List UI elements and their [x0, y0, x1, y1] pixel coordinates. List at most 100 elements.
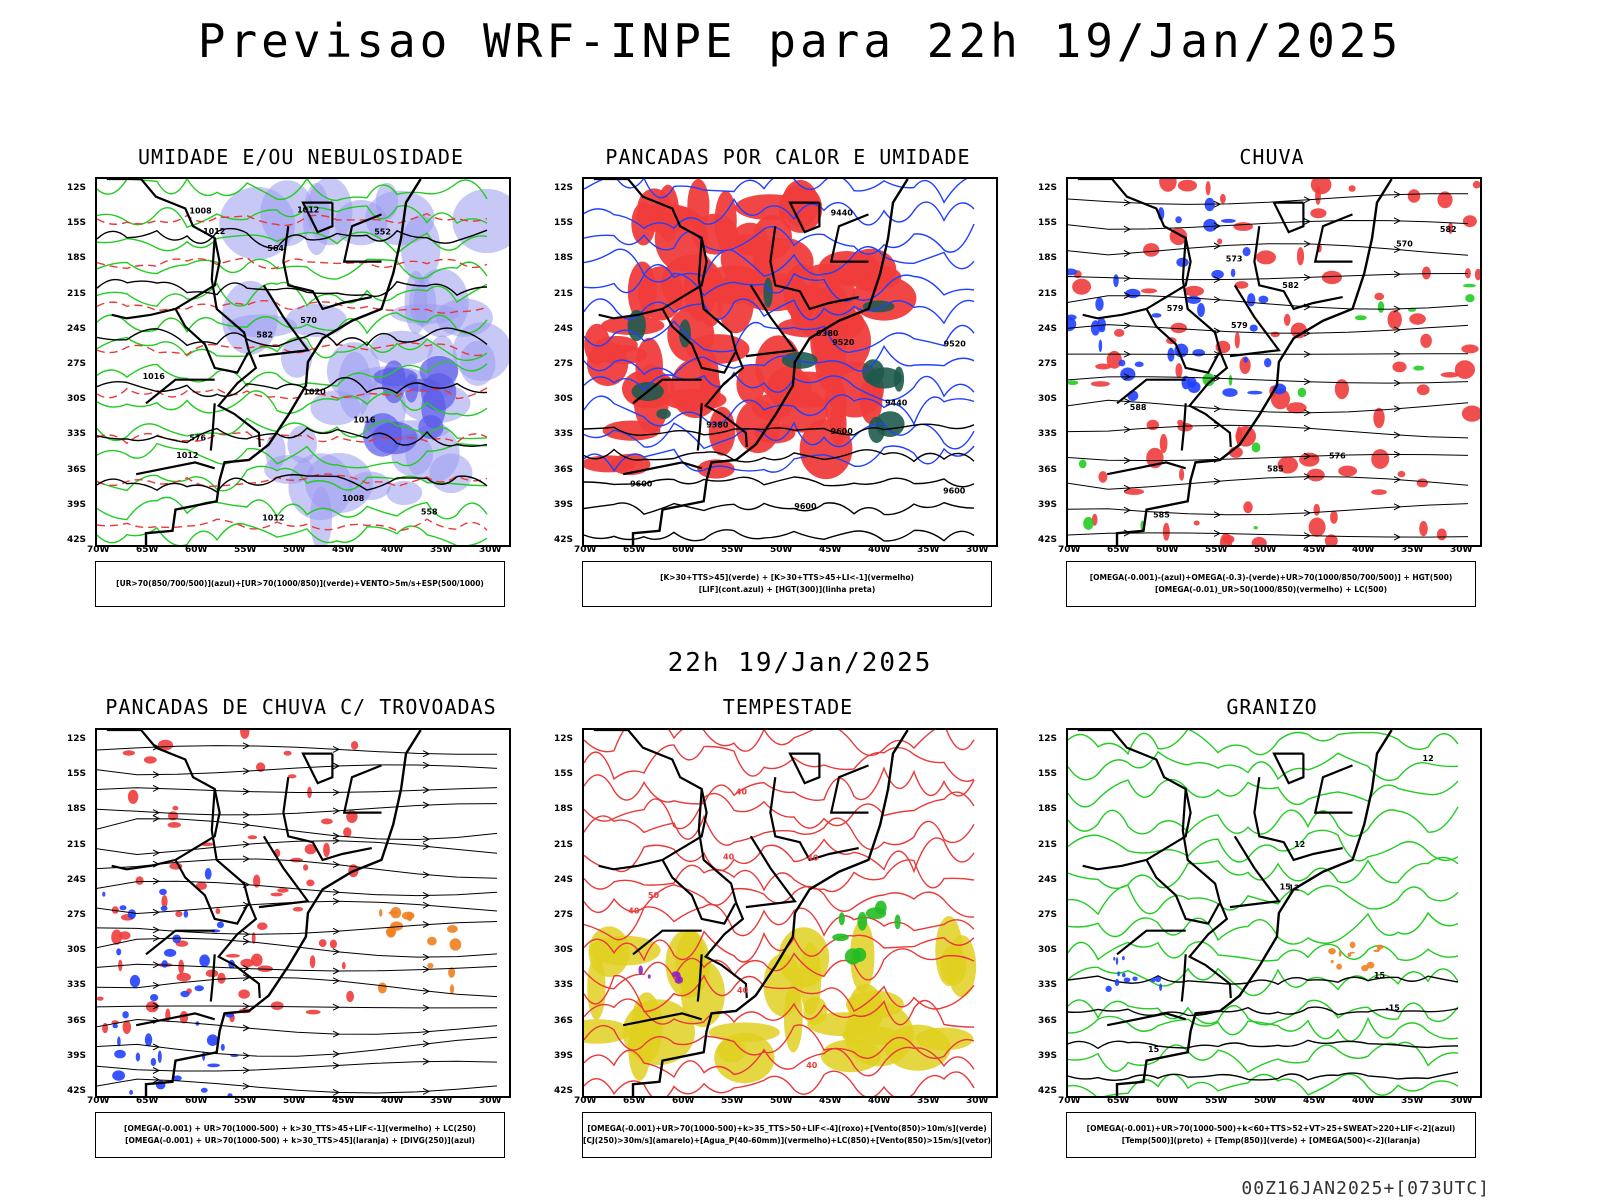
- longitude-tick-label: 50W: [1254, 1096, 1277, 1106]
- field-blob: [1253, 526, 1258, 530]
- latitude-tick-label: 33S: [1038, 980, 1058, 991]
- contour-line: [97, 212, 488, 227]
- legend-text: [OMEGA(-0.001) + UR>70(1000-500) + k>30_…: [124, 1124, 476, 1133]
- streamline: [1068, 295, 1469, 310]
- field-blob: [663, 388, 727, 411]
- field-blob: [1095, 297, 1104, 311]
- flow-arrow: [1213, 276, 1222, 284]
- streamline: [1068, 324, 1469, 334]
- latitude-tick-label: 39S: [67, 1050, 87, 1061]
- border-line: [135, 461, 216, 476]
- streamline: [1068, 273, 1469, 281]
- contour-line: [1068, 884, 1459, 916]
- east-coastline: [631, 179, 909, 545]
- streamline: [1068, 376, 1469, 384]
- field-blob: [1258, 295, 1269, 304]
- field-blob: [217, 972, 226, 984]
- field-blob: [1141, 288, 1158, 294]
- flow-arrow: [332, 948, 341, 956]
- field-blob: [1416, 478, 1429, 488]
- border-line: [829, 764, 869, 814]
- field-blob: [173, 1075, 182, 1081]
- contour-label: 50: [648, 891, 660, 900]
- streamline: [97, 745, 497, 755]
- field-blob: [127, 789, 139, 804]
- field-blob: [377, 982, 387, 994]
- field-blob: [116, 948, 122, 956]
- latitude-tick-label: 12S: [554, 734, 574, 744]
- field-blob: [1203, 218, 1218, 232]
- field-blob: [1175, 363, 1183, 378]
- longitude-tick-label: 65W: [1107, 545, 1130, 555]
- latitude-tick-label: 33S: [554, 429, 574, 440]
- field-blob: [1371, 489, 1387, 495]
- contour-label: 40: [723, 853, 735, 862]
- field-blob: [1290, 322, 1307, 339]
- longitude-tick-label: 70W: [574, 1096, 597, 1106]
- latitude-tick-label: 12S: [67, 734, 87, 744]
- legend-text: [Temp(500)](preto) + [Temp(850)](verde) …: [1121, 1136, 1421, 1145]
- latitude-tick-label: 24S: [1038, 323, 1058, 334]
- longitude-tick-label: 35W: [430, 545, 453, 555]
- streamline: [1068, 424, 1469, 439]
- flow-arrow: [1123, 397, 1132, 405]
- field-blob: [178, 959, 185, 975]
- flow-arrow: [242, 742, 251, 750]
- longitude-tick-label: 30W: [966, 1096, 989, 1106]
- field-blob: [1197, 303, 1205, 317]
- flow-arrow: [1123, 457, 1132, 464]
- field-blob: [1243, 356, 1248, 363]
- contour-label: 564: [267, 244, 284, 253]
- field-blob: [372, 421, 418, 455]
- border-line: [1180, 954, 1187, 1002]
- field-blob: [1222, 388, 1238, 397]
- field-blob: [350, 741, 359, 750]
- contour-line: [1068, 806, 1459, 837]
- border-line: [1253, 777, 1343, 862]
- streamline: [97, 1005, 498, 1009]
- border-line: [661, 308, 737, 374]
- streamline: [1068, 399, 1469, 414]
- latitude-tick-label: 27S: [67, 359, 87, 369]
- contour-label: 1016: [353, 416, 376, 425]
- field-blob: [1221, 218, 1236, 223]
- field-blob: [1095, 363, 1112, 370]
- border-line: [829, 213, 869, 263]
- field-blob: [1299, 452, 1320, 467]
- field-blob: [306, 879, 315, 887]
- field-blob: [1205, 181, 1211, 196]
- contour-label: 9380: [816, 329, 839, 338]
- contour-line: [584, 948, 975, 990]
- field-blob: [157, 739, 174, 751]
- flow-arrow: [1213, 529, 1222, 537]
- map-panel-4: [95, 728, 511, 1098]
- field-blob: [118, 931, 131, 940]
- east-coastline: [144, 179, 422, 545]
- legend-text: [UR>70(850/700/500)](azul)+[UR>70(1000/8…: [116, 579, 484, 588]
- latitude-tick-label: 18S: [1038, 804, 1058, 815]
- field-blob: [251, 953, 263, 967]
- longitude-tick-label: 65W: [623, 545, 646, 555]
- latitude-tick-label: 12S: [67, 183, 87, 193]
- contour-line: [97, 256, 488, 270]
- field-blob: [161, 960, 168, 968]
- border-line: [1313, 213, 1353, 263]
- panel-title: TEMPESTADE: [722, 695, 854, 719]
- field-blob: [1465, 294, 1475, 303]
- flow-arrow: [422, 1058, 431, 1065]
- panel-title: GRANIZO: [1226, 695, 1318, 719]
- contour-label: 558: [421, 508, 438, 517]
- contour-line: [1068, 829, 1459, 863]
- field-blob: [1122, 956, 1125, 961]
- flow-arrow: [332, 1062, 341, 1069]
- field-blob: [862, 359, 885, 385]
- contour-label: 585: [1153, 510, 1170, 519]
- flow-arrow: [1393, 533, 1402, 541]
- streamline: [97, 840, 498, 856]
- field-blob: [1420, 333, 1432, 348]
- contour-line: [1068, 856, 1459, 890]
- border-line: [1106, 461, 1187, 476]
- streamline: [97, 1036, 498, 1057]
- panel-title: PANCADAS DE CHUVA C/ TROVOADAS: [105, 695, 497, 719]
